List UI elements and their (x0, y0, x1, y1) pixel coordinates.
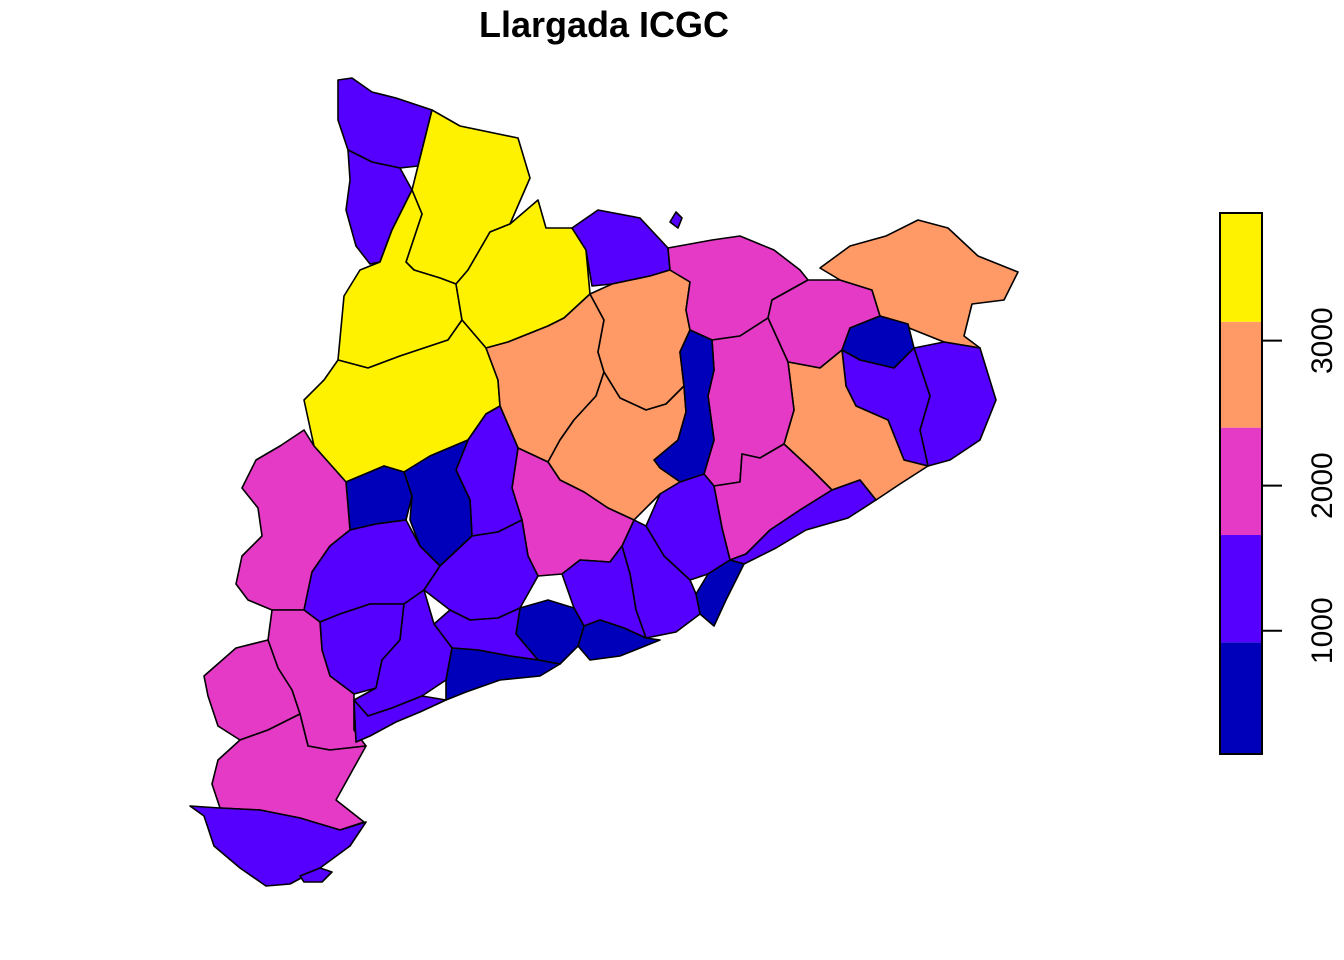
region-montsia[interactable] (189, 805, 367, 887)
legend-frame (1219, 212, 1263, 755)
region-garraf[interactable] (577, 619, 661, 661)
legend-bin-4 (1220, 213, 1262, 322)
legend-bin-1 (1220, 534, 1262, 643)
legend-tick-label: 2000 (1306, 452, 1339, 519)
map-title: Llargada ICGC (478, 4, 730, 45)
region-ebre-delta-tip[interactable] (299, 867, 333, 883)
region-maresme[interactable] (729, 479, 877, 565)
region-llivia[interactable] (669, 211, 683, 229)
region-maresme-coast-west[interactable] (353, 695, 447, 743)
region-moianes[interactable] (653, 329, 715, 487)
region-conca-barbera[interactable] (423, 519, 539, 621)
legend-bin-0 (1220, 642, 1262, 754)
region-baix-ebre[interactable] (211, 713, 367, 831)
region-tarragones[interactable] (445, 647, 561, 701)
legend-tick-label: 1000 (1306, 597, 1339, 664)
legend-bin-3 (1220, 321, 1262, 428)
regions-layer (189, 77, 1019, 887)
region-alt-emporda[interactable] (819, 219, 1019, 349)
legend-bin-2 (1220, 427, 1262, 535)
region-segria[interactable] (235, 429, 351, 611)
legend-tick-label: 3000 (1306, 307, 1339, 374)
legend-color-bar: 1000 2000 3000 (1219, 212, 1339, 755)
